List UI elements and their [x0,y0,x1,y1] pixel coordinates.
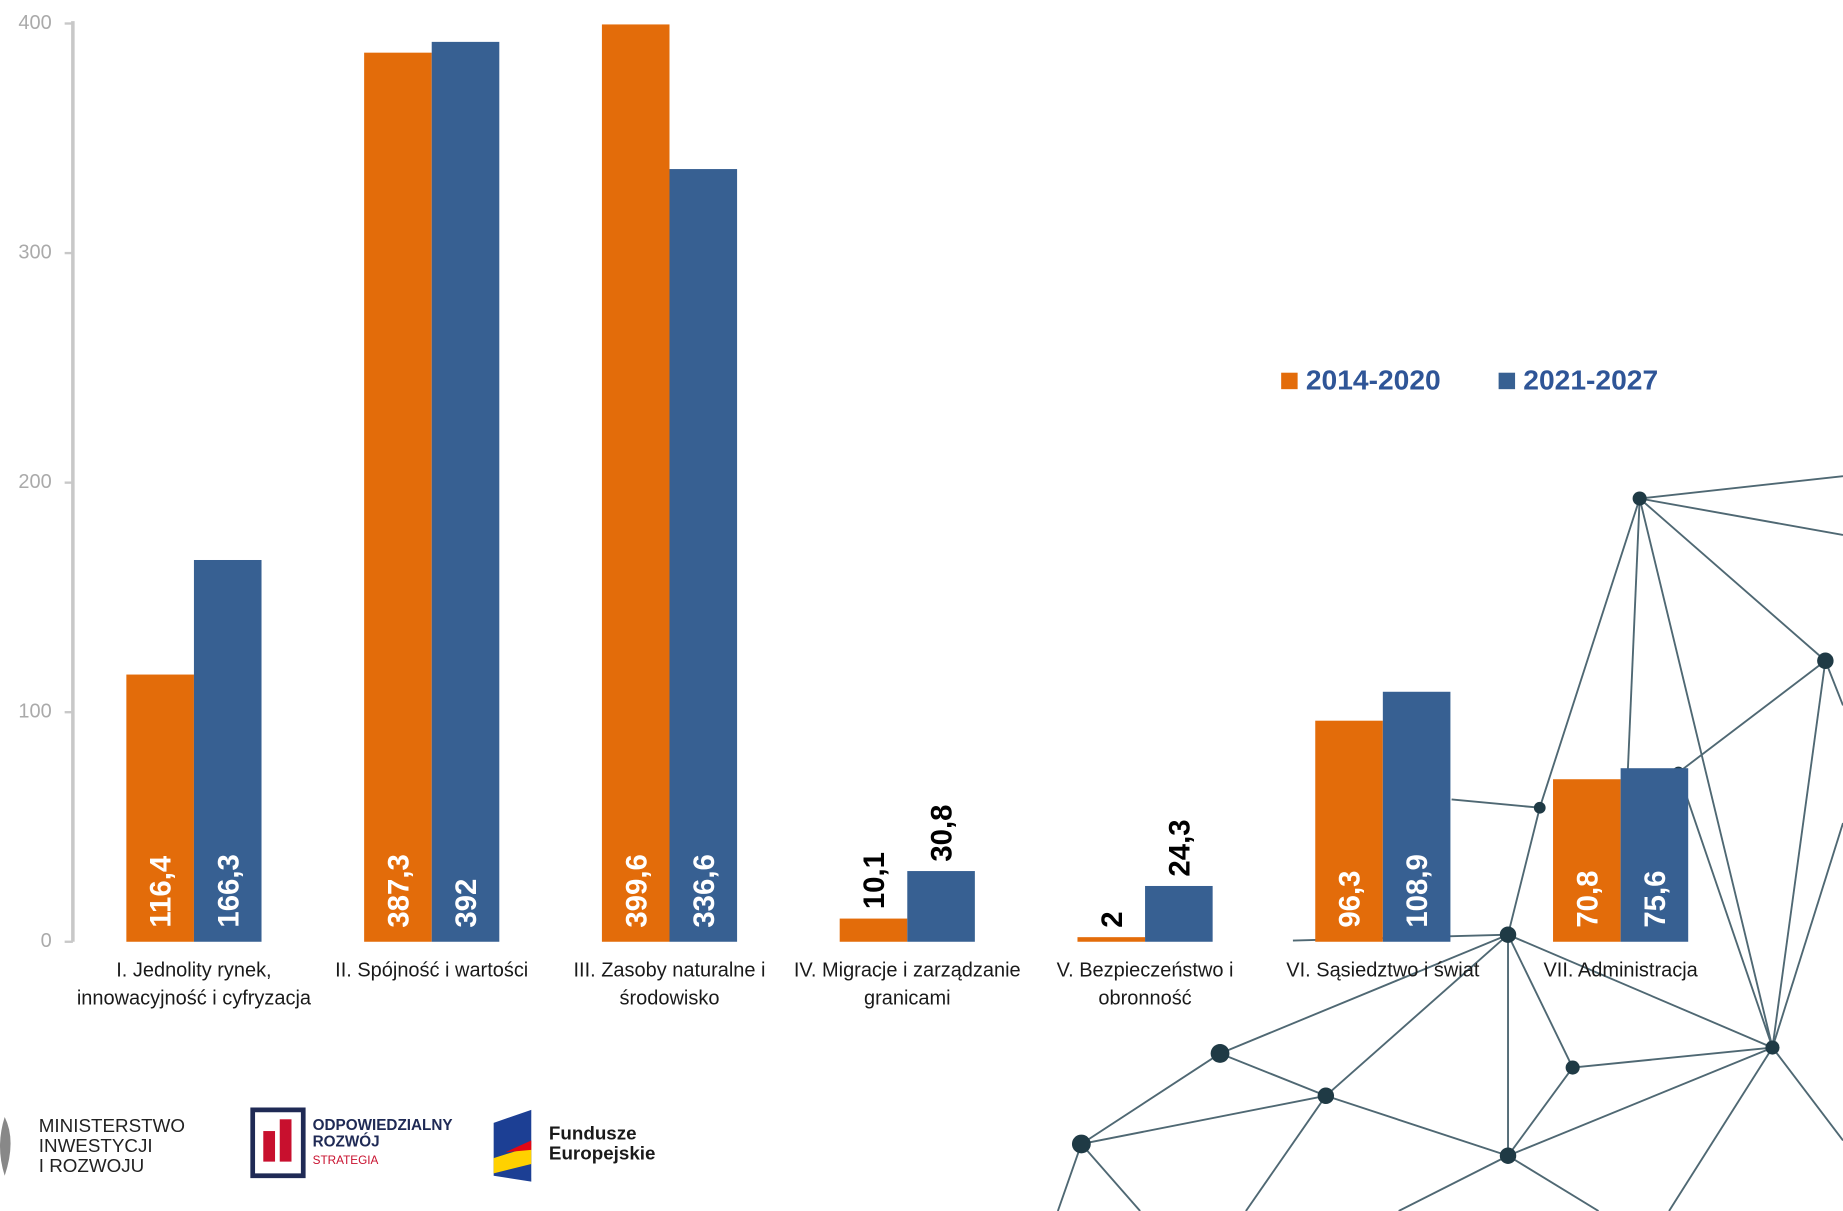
legend-swatch [1281,372,1298,390]
value-label: 2 [1096,911,1129,927]
bar [193,559,262,942]
logo-text: I ROZWOJU [39,1155,144,1176]
x-tick-label: granicami [864,988,951,1010]
x-tick-label: III. Zasoby naturalne i [573,959,765,981]
value-label: 96,3 [1334,870,1367,927]
x-tick-label: IV. Migracje i zarządzanie [794,959,1021,981]
x-tick-label: VI. Sąsiedztwo i świat [1286,959,1480,981]
bar [431,41,500,942]
bar [126,674,194,942]
strategy-icon [250,1107,306,1179]
logo-text: ODPOWIEDZIALNY [313,1117,453,1134]
x-tick-label: środowisko [620,988,720,1010]
y-tick-label: 200 [18,471,51,493]
bar [907,871,975,942]
legend-label: 2014-2020 [1306,364,1441,396]
value-label: 336,6 [688,854,721,928]
value-label: 108,9 [1401,854,1434,928]
value-label: 392 [450,879,483,928]
bar [364,52,432,942]
bar [839,918,908,942]
value-label: 30,8 [926,804,959,861]
logo-text: Europejskie [549,1142,656,1163]
x-tick-label: I. Jednolity rynek, [116,959,271,981]
strategy-icon [263,1131,276,1162]
logo-text: INWESTYCJI [39,1135,153,1156]
eagle-icon [0,1116,11,1176]
x-tick-label: innowacyjność i cyfryzacja [77,988,312,1010]
funds-icon [493,1146,532,1174]
value-label: 399,6 [620,854,653,928]
x-tick-label: obronność [1098,988,1191,1010]
value-label: 24,3 [1163,819,1196,876]
bar [1620,768,1689,942]
value-label: 116,4 [145,855,178,928]
funds-icon [505,1140,532,1153]
y-tick-label: 0 [41,930,52,952]
bar [1553,779,1621,942]
y-tick-label: 300 [18,241,51,263]
network-decoration [1056,475,1843,1211]
value-label: 75,6 [1639,870,1672,927]
value-label: 70,8 [1571,870,1604,927]
logo-text: ROZWÓJ [313,1132,380,1150]
logo-text: MINISTERSTWO [39,1115,185,1136]
value-label: 10,1 [858,852,891,909]
logo-text: STRATEGIA [313,1154,379,1167]
logo-text: Fundusze [549,1122,637,1143]
x-tick-label: II. Spójność i wartości [335,959,528,981]
legend-label: 2021-2027 [1523,364,1658,396]
strategy-icon [279,1119,292,1162]
value-label: 166,3 [212,854,245,928]
bar [601,24,670,942]
plot: 0 100 200 300 400 I. Jednolity rynek, innowacy… [18,12,1698,1010]
value-label: 387,3 [383,854,416,928]
logos: MINISTERSTWO INWESTYCJI I ROZWOJU ODPOWI… [0,1107,656,1182]
x-tick-label: V. Bezpieczeństwo i [1057,959,1234,981]
legend-swatch [1498,372,1516,390]
bar [669,169,738,942]
bar [1145,885,1213,942]
bar [1077,937,1146,942]
y-tick-label: 400 [18,12,51,34]
y-tick-label: 100 [18,700,51,722]
bar [1315,720,1383,942]
bar [1382,691,1451,942]
x-tick-label: VII. Administracja [1543,959,1698,981]
